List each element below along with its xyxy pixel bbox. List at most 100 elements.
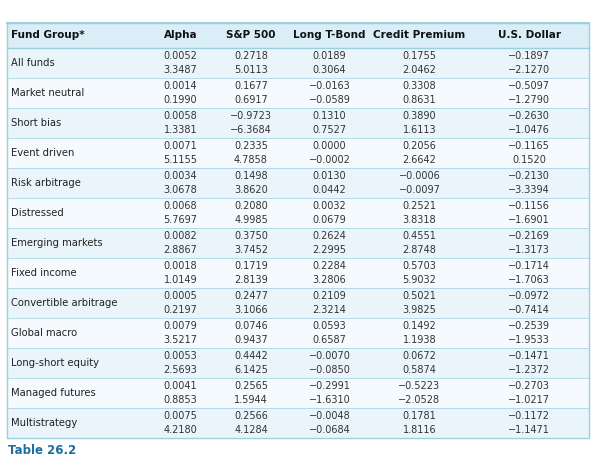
- Text: Long T-Bond: Long T-Bond: [293, 30, 366, 40]
- Text: Emerging markets: Emerging markets: [11, 238, 102, 248]
- Text: Managed futures: Managed futures: [11, 388, 96, 398]
- Text: 0.2624: 0.2624: [312, 231, 346, 241]
- Text: 0.2284: 0.2284: [312, 261, 346, 271]
- Text: 0.0189: 0.0189: [313, 51, 346, 61]
- Text: S&P 500: S&P 500: [226, 30, 275, 40]
- Text: 0.1498: 0.1498: [234, 171, 268, 181]
- Text: 6.1425: 6.1425: [234, 365, 268, 375]
- Text: 0.6587: 0.6587: [312, 335, 346, 345]
- Text: −0.0684: −0.0684: [309, 425, 350, 435]
- Text: −1.6901: −1.6901: [508, 215, 550, 225]
- Text: −0.0163: −0.0163: [309, 81, 350, 91]
- Text: −3.3394: −3.3394: [508, 185, 550, 195]
- Text: 0.0034: 0.0034: [164, 171, 198, 181]
- Bar: [7, 138, 589, 168]
- Bar: [7, 48, 589, 78]
- Text: 1.5944: 1.5944: [234, 395, 268, 405]
- Text: 0.2521: 0.2521: [402, 201, 437, 211]
- Bar: [7, 78, 589, 108]
- Text: Convertible arbitrage: Convertible arbitrage: [11, 298, 117, 308]
- Text: 0.5021: 0.5021: [403, 291, 437, 301]
- Bar: [7, 228, 589, 258]
- Bar: [7, 168, 589, 198]
- Text: Credit Premium: Credit Premium: [374, 30, 466, 40]
- Text: −1.2790: −1.2790: [508, 95, 550, 105]
- Text: 0.0079: 0.0079: [164, 321, 198, 331]
- Text: 0.0130: 0.0130: [313, 171, 346, 181]
- Text: 2.0462: 2.0462: [403, 65, 437, 75]
- Text: −0.5097: −0.5097: [508, 81, 550, 91]
- Bar: [7, 258, 589, 288]
- Text: 2.5693: 2.5693: [164, 365, 198, 375]
- Text: 0.0679: 0.0679: [312, 215, 346, 225]
- Text: 4.9985: 4.9985: [234, 215, 268, 225]
- Text: 2.6642: 2.6642: [403, 155, 437, 165]
- Bar: [7, 318, 589, 348]
- Text: 0.0593: 0.0593: [312, 321, 346, 331]
- Text: −1.6310: −1.6310: [309, 395, 350, 405]
- Text: 1.3381: 1.3381: [164, 125, 198, 135]
- Text: −0.2703: −0.2703: [508, 381, 550, 391]
- Text: 0.9437: 0.9437: [234, 335, 268, 345]
- Bar: [7, 23, 589, 438]
- Text: 0.0075: 0.0075: [164, 411, 198, 421]
- Text: 3.1066: 3.1066: [234, 305, 268, 315]
- Text: 0.3308: 0.3308: [403, 81, 436, 91]
- Text: 4.2180: 4.2180: [164, 425, 198, 435]
- Text: 0.3750: 0.3750: [234, 231, 268, 241]
- Text: 0.0032: 0.0032: [312, 201, 346, 211]
- Text: −2.1270: −2.1270: [508, 65, 550, 75]
- Text: 0.2565: 0.2565: [234, 381, 268, 391]
- Text: 3.7452: 3.7452: [234, 245, 268, 255]
- Text: −1.7063: −1.7063: [508, 275, 550, 285]
- Text: 0.1719: 0.1719: [234, 261, 268, 271]
- Text: 0.0672: 0.0672: [403, 351, 437, 361]
- Text: 4.1284: 4.1284: [234, 425, 268, 435]
- Text: −0.2169: −0.2169: [508, 231, 550, 241]
- Text: 0.1781: 0.1781: [403, 411, 436, 421]
- Text: Event driven: Event driven: [11, 148, 74, 158]
- Bar: [7, 108, 589, 138]
- Text: Multistrategy: Multistrategy: [11, 418, 77, 428]
- Text: Global macro: Global macro: [11, 328, 77, 338]
- Text: −1.9533: −1.9533: [508, 335, 550, 345]
- Bar: [7, 348, 589, 378]
- Text: −0.0589: −0.0589: [309, 95, 350, 105]
- Text: 3.8318: 3.8318: [403, 215, 436, 225]
- Text: 2.8139: 2.8139: [234, 275, 268, 285]
- Text: 0.2056: 0.2056: [403, 141, 437, 151]
- Text: −0.1156: −0.1156: [508, 201, 550, 211]
- Text: 0.0442: 0.0442: [312, 185, 346, 195]
- Text: 2.2995: 2.2995: [312, 245, 346, 255]
- Text: −0.2630: −0.2630: [508, 111, 550, 121]
- Text: 0.1520: 0.1520: [512, 155, 546, 165]
- Text: 3.9825: 3.9825: [403, 305, 437, 315]
- Text: −1.0476: −1.0476: [508, 125, 550, 135]
- Bar: [7, 288, 589, 318]
- Text: 0.0071: 0.0071: [164, 141, 198, 151]
- Text: −0.1714: −0.1714: [508, 261, 550, 271]
- Text: 0.3890: 0.3890: [403, 111, 436, 121]
- Text: Long-short equity: Long-short equity: [11, 358, 99, 368]
- Text: 0.2109: 0.2109: [312, 291, 346, 301]
- Text: −0.5223: −0.5223: [399, 381, 440, 391]
- Text: 1.6113: 1.6113: [403, 125, 436, 135]
- Text: Distressed: Distressed: [11, 208, 64, 218]
- Text: −0.0006: −0.0006: [399, 171, 440, 181]
- Text: 3.5217: 3.5217: [164, 335, 198, 345]
- Text: 0.2718: 0.2718: [234, 51, 268, 61]
- Text: Fixed income: Fixed income: [11, 268, 77, 278]
- Text: −0.1897: −0.1897: [508, 51, 550, 61]
- Text: 4.7858: 4.7858: [234, 155, 268, 165]
- Bar: [7, 378, 589, 408]
- Text: 0.0005: 0.0005: [164, 291, 198, 301]
- Text: 1.8116: 1.8116: [403, 425, 436, 435]
- Text: 5.7697: 5.7697: [164, 215, 198, 225]
- Text: −1.3173: −1.3173: [508, 245, 550, 255]
- Text: 0.1755: 0.1755: [402, 51, 437, 61]
- Text: −0.0972: −0.0972: [508, 291, 550, 301]
- Text: −0.2130: −0.2130: [508, 171, 550, 181]
- Text: 2.8748: 2.8748: [403, 245, 437, 255]
- Text: Fund Group*: Fund Group*: [11, 30, 84, 40]
- Text: −1.1471: −1.1471: [508, 425, 550, 435]
